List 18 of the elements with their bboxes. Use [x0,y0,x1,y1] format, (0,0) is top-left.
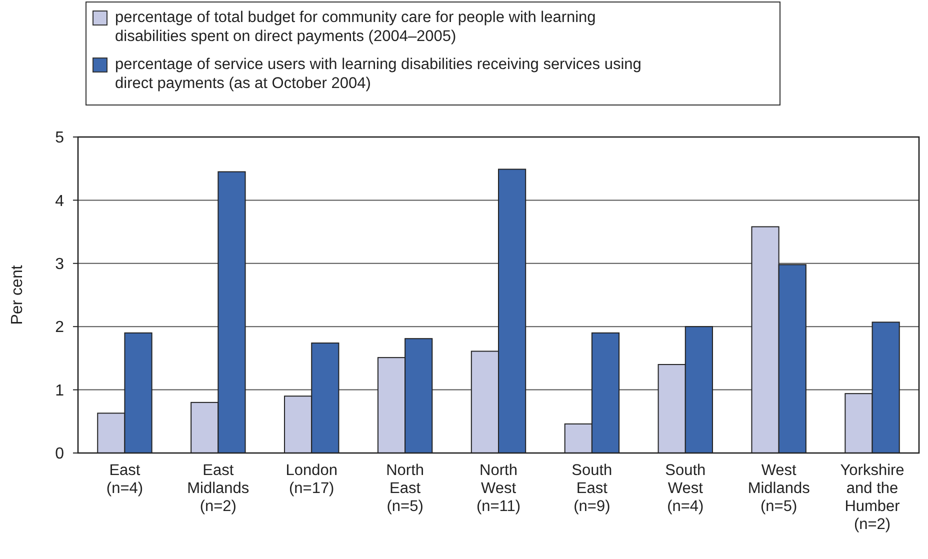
y-tick-label: 0 [55,446,64,463]
x-tick-label: Yorkshire and the Humber (n=2) [840,462,904,533]
x-tick-label: South East (n=9) [572,462,612,515]
y-tick-label: 4 [55,192,64,210]
x-tick-label: East Midlands (n=2) [187,462,250,515]
x-tick-label: West Midlands (n=5) [748,462,810,515]
x-tick-label: North East (n=5) [386,462,424,515]
x-tick-label: North West (n=11) [476,462,521,515]
legend-label: percentage of total budget for community care for people with learning disabilities spent on direct payments (2004–2005) [115,9,596,45]
y-tick-label: 5 [55,130,64,147]
x-tick-label: South West (n=4) [665,462,706,515]
legend-label: percentage of service users with learning disabilities receiving services using direct payments (as at October 2004) [115,56,642,92]
y-tick-label: 3 [55,256,64,273]
x-tick-label: East (n=4) [106,462,144,497]
x-tick-label: London (n=17) [286,462,338,497]
y-tick-label: 2 [55,319,64,336]
y-tick-label: 1 [55,382,64,400]
y-axis-title: Per cent [9,264,26,325]
